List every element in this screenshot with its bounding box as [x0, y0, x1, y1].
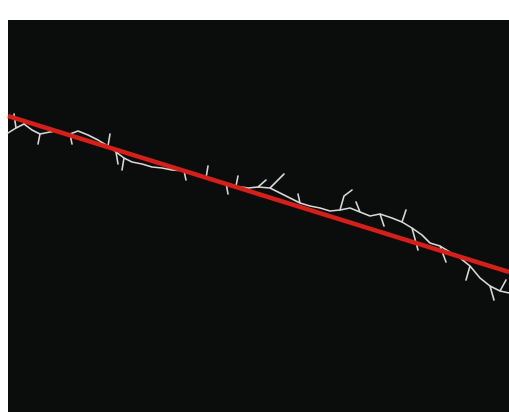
figure: [0, 0, 509, 412]
image-panel: [8, 20, 509, 412]
page-body: [0, 0, 509, 412]
page: Skeleton with fitted line {} html, body …: [0, 0, 509, 412]
